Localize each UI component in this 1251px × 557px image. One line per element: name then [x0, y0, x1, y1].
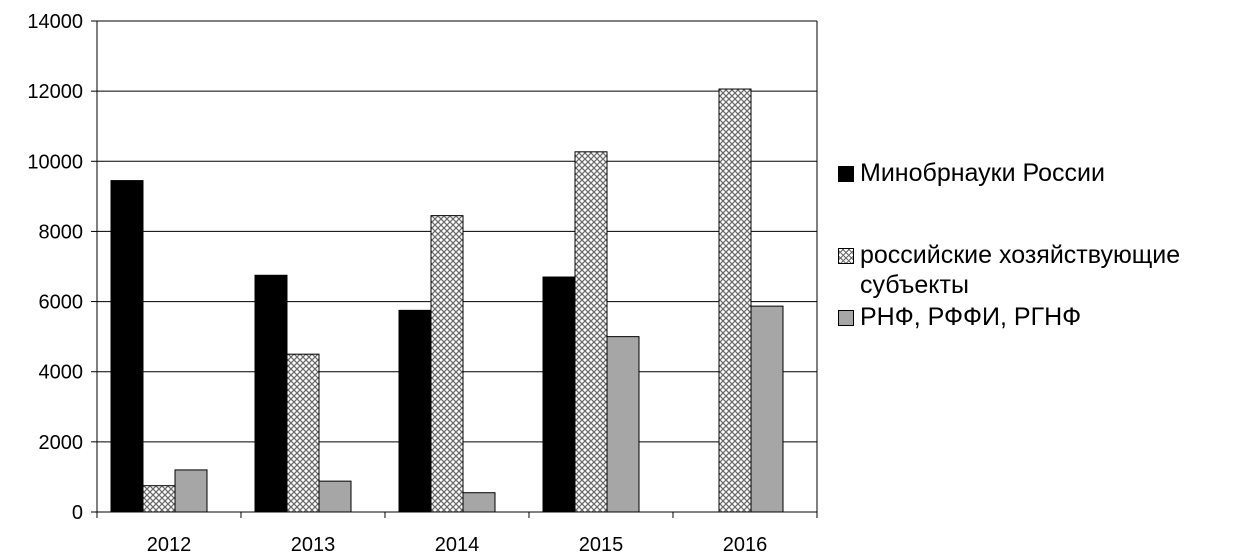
bar-2014-series-2	[462, 492, 496, 513]
legend-swatch-minobrnauki	[838, 166, 854, 182]
y-tick-label: 12000	[27, 81, 83, 103]
y-tick-label: 6000	[39, 292, 84, 314]
bar-2012-series-1	[142, 485, 176, 513]
y-tick-label: 0	[72, 502, 83, 524]
legend: Минобрнауки России российские хозяйствую…	[838, 158, 1248, 332]
x-tick-label: 2015	[579, 534, 624, 556]
bar-2015-series-2	[606, 336, 640, 513]
legend-item-funds: РНФ, РФФИ, РГНФ	[838, 302, 1248, 332]
y-tick-label: 14000	[27, 11, 83, 33]
bar-2012-series-0	[110, 180, 144, 513]
bar-2015-series-0	[542, 276, 576, 513]
bars	[110, 88, 784, 513]
bar-2012-series-2	[174, 469, 208, 513]
y-tick-label: 2000	[39, 432, 84, 454]
axes	[91, 20, 818, 518]
bar-2013-series-0	[254, 274, 288, 513]
x-tick-label: 2014	[435, 534, 480, 556]
x-tick-label: 2012	[147, 534, 192, 556]
y-tick-label: 8000	[39, 221, 84, 243]
x-tick-labels: 2012 2013 2014 2015 2016	[147, 534, 768, 556]
y-tick-labels: 0 2000 4000 6000 8000 10000 12000 14000	[27, 11, 83, 524]
bar-2016-series-2	[750, 305, 784, 513]
bar-2014-series-1	[430, 215, 464, 513]
x-tick-label: 2013	[291, 534, 336, 556]
bar-2013-series-1	[286, 353, 320, 513]
legend-label: российские хозяйствующие субъекты	[860, 241, 1181, 299]
y-tick-label: 10000	[27, 151, 83, 173]
x-tick-label: 2016	[723, 534, 768, 556]
bar-2014-series-0	[398, 309, 432, 513]
legend-label: РНФ, РФФИ, РГНФ	[860, 303, 1082, 331]
y-tick-label: 4000	[39, 362, 84, 384]
bar-2013-series-2	[318, 480, 352, 513]
legend-item-minobrnauki: Минобрнауки России	[838, 158, 1248, 188]
legend-swatch-funds	[838, 310, 854, 326]
legend-label: Минобрнауки России	[860, 159, 1105, 187]
bar-2016-series-1	[718, 88, 752, 513]
legend-swatch-business	[838, 248, 854, 264]
legend-item-business: российские хозяйствующие субъекты	[838, 240, 1248, 300]
bar-2015-series-1	[574, 151, 608, 513]
